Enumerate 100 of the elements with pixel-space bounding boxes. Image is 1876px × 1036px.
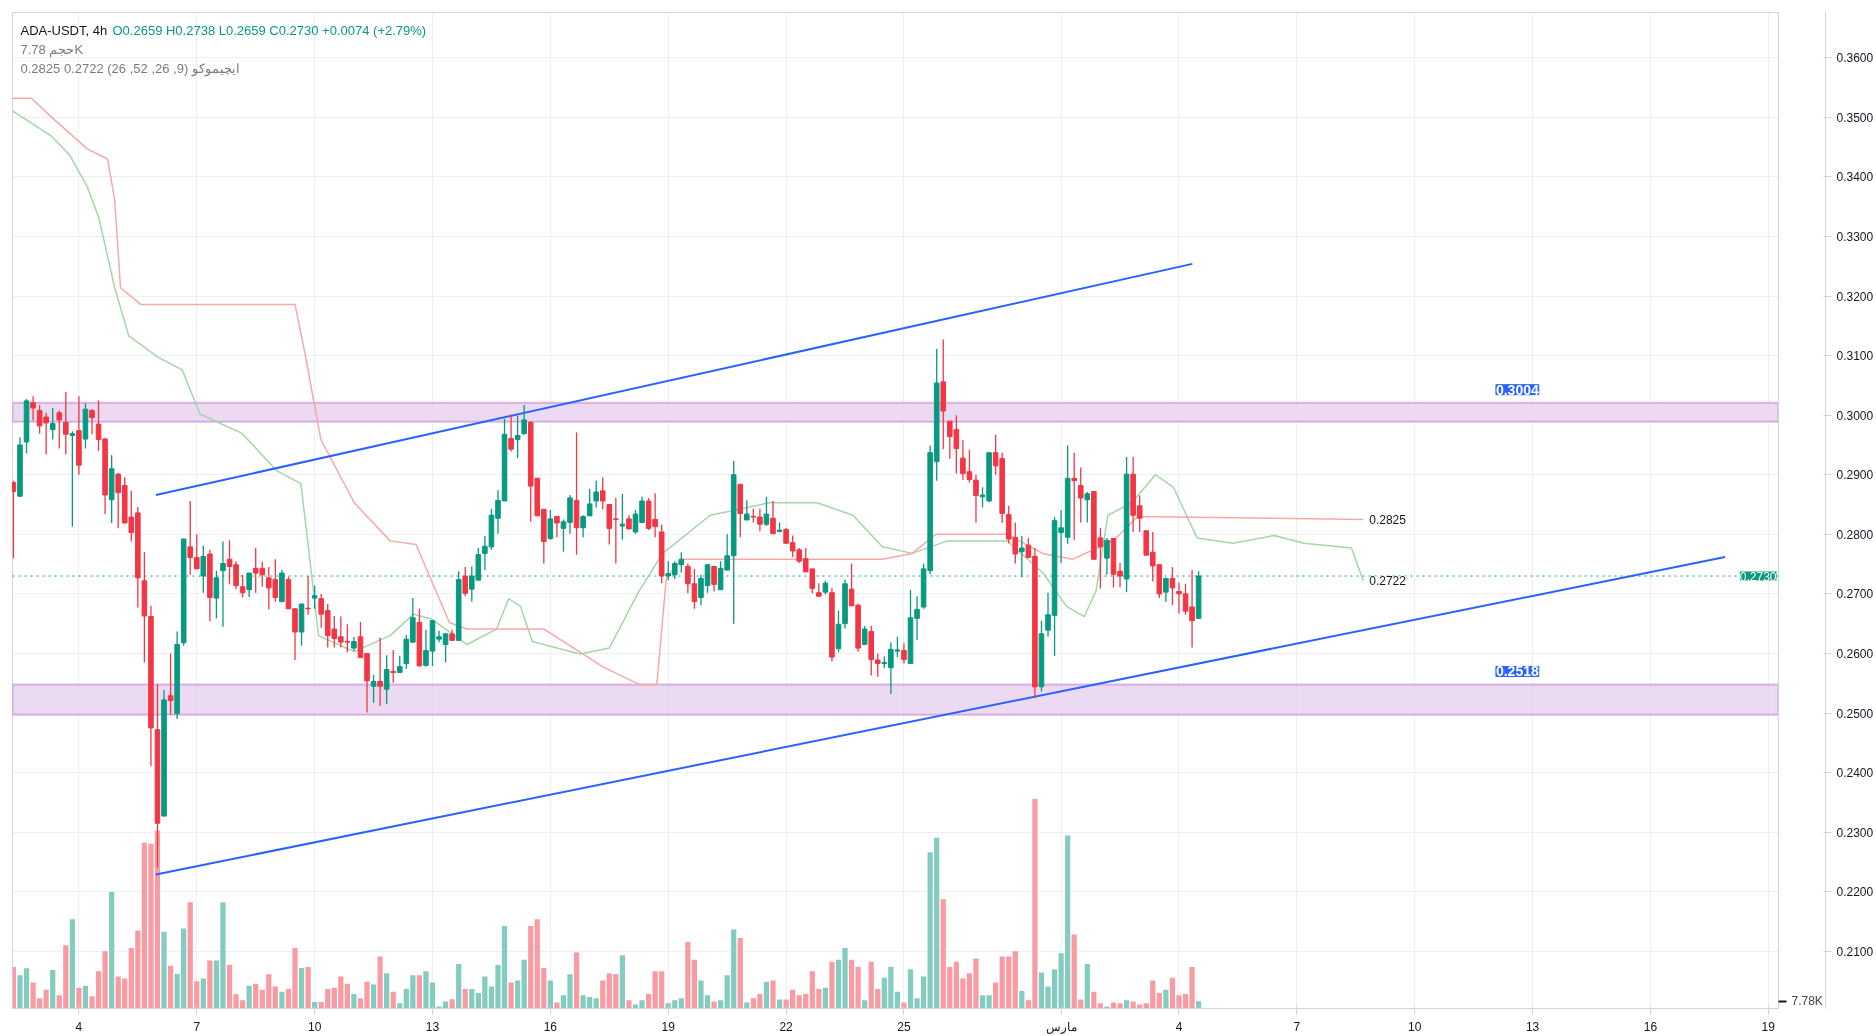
bar <box>1123 1000 1130 1009</box>
y-tick-label: 0.2600 <box>1836 646 1874 661</box>
candlestick <box>861 625 868 646</box>
annotation: 0.2722 <box>1369 574 1407 589</box>
x-tick-label: مارس <box>1045 1019 1077 1034</box>
x-tick-label: 22 <box>779 1019 794 1034</box>
bar <box>279 991 285 1009</box>
y-tick-label: 0.2800 <box>1836 527 1874 542</box>
bar <box>305 967 311 1009</box>
text: ADA-USDT, 4h <box>20 22 108 38</box>
bar <box>678 998 684 1009</box>
candlestick <box>390 649 396 684</box>
candlestick <box>1071 452 1077 541</box>
bar <box>691 959 698 1009</box>
y-tick-label: 0.3600 <box>1836 51 1874 66</box>
bar <box>528 926 534 1009</box>
bar <box>50 969 56 1009</box>
text: O0.2659 H0.2738 L0.2659 C0.2730 +0.0074 (+2.79%) <box>112 22 427 38</box>
bar <box>855 967 861 1009</box>
bar <box>521 959 527 1009</box>
x-tick-label: 4 <box>1175 1019 1183 1034</box>
y-tick-label: 0.2200 <box>1836 885 1874 900</box>
x-tick-label: 16 <box>543 1019 558 1034</box>
bar <box>1097 1003 1104 1009</box>
candlestick <box>383 654 390 705</box>
x-tick-label: 25 <box>897 1019 911 1034</box>
candlestick <box>599 476 606 510</box>
candlestick <box>462 566 469 597</box>
candlestick <box>901 642 907 665</box>
bar <box>1084 963 1090 1009</box>
x-tick-label: 13 <box>1525 1019 1540 1034</box>
bar <box>600 980 606 1009</box>
y-tick-label: 0.3200 <box>1836 289 1874 304</box>
x-tick-label: 4 <box>75 1019 83 1034</box>
bar <box>685 941 691 1009</box>
x-tick-label: 13 <box>425 1019 440 1034</box>
candlestick <box>711 565 717 593</box>
bar <box>469 989 475 1009</box>
candlestick <box>370 674 377 704</box>
y-tick-label: 0.3100 <box>1836 349 1874 364</box>
bar <box>1156 993 1162 1009</box>
bar <box>449 999 455 1009</box>
bar <box>770 980 776 1009</box>
bar <box>737 937 743 1009</box>
candlestick <box>56 409 63 450</box>
bar <box>822 987 828 1009</box>
candlestick <box>30 395 36 422</box>
y-tick-label: 0.2900 <box>1836 468 1874 483</box>
y-tick-label: 0.2400 <box>1836 766 1874 781</box>
bar <box>246 985 252 1009</box>
bar <box>272 986 278 1009</box>
bar <box>547 980 553 1009</box>
x-tick-label: 7 <box>1293 1019 1301 1034</box>
bar <box>848 959 855 1009</box>
y-tick-label: 0.2500 <box>1836 706 1874 721</box>
bar <box>456 963 462 1009</box>
candlestick <box>167 652 174 716</box>
candlestick <box>508 413 514 453</box>
bar <box>76 987 82 1009</box>
y-tick-label: 0.2100 <box>1836 944 1874 959</box>
bar <box>82 985 89 1009</box>
candlestick <box>220 540 226 628</box>
candlestick <box>69 430 76 528</box>
bar <box>462 989 468 1009</box>
bar <box>993 982 999 1009</box>
x-tick-label: 10 <box>1408 1019 1422 1034</box>
bar <box>69 919 75 1009</box>
bar <box>901 1002 907 1009</box>
bar <box>344 983 350 1009</box>
bar <box>894 991 901 1009</box>
bar <box>1091 991 1097 1009</box>
bar <box>515 980 521 1009</box>
bar <box>1104 1006 1110 1009</box>
bar <box>377 956 383 1009</box>
bar <box>573 952 580 1009</box>
bar <box>508 982 514 1009</box>
candlestick <box>770 500 776 535</box>
candlestick <box>593 480 599 509</box>
bar <box>763 981 770 1009</box>
bar <box>109 891 115 1009</box>
y-tick-label: 0.3000 <box>1836 408 1874 423</box>
candlestick <box>12 480 17 559</box>
candlestick <box>547 509 554 541</box>
x-tick-label: 7 <box>193 1019 201 1034</box>
bar <box>593 998 599 1009</box>
x-tick-label: 16 <box>1643 1019 1658 1034</box>
bar <box>1163 989 1169 1009</box>
bar <box>384 973 390 1009</box>
candlestick <box>377 636 383 707</box>
candlestick <box>973 474 979 524</box>
candlestick <box>554 515 560 538</box>
y-tick-label: 0.2700 <box>1836 587 1874 602</box>
y-tick-label: 0.2300 <box>1836 825 1874 840</box>
candlestick <box>311 584 318 610</box>
y-tick-label: 0.3400 <box>1836 170 1874 185</box>
bar <box>207 960 213 1009</box>
y-tick-label: 0.3500 <box>1836 110 1874 125</box>
y-tick-label: 0.3300 <box>1836 229 1874 244</box>
bar <box>554 1002 560 1009</box>
bar <box>619 955 626 1009</box>
